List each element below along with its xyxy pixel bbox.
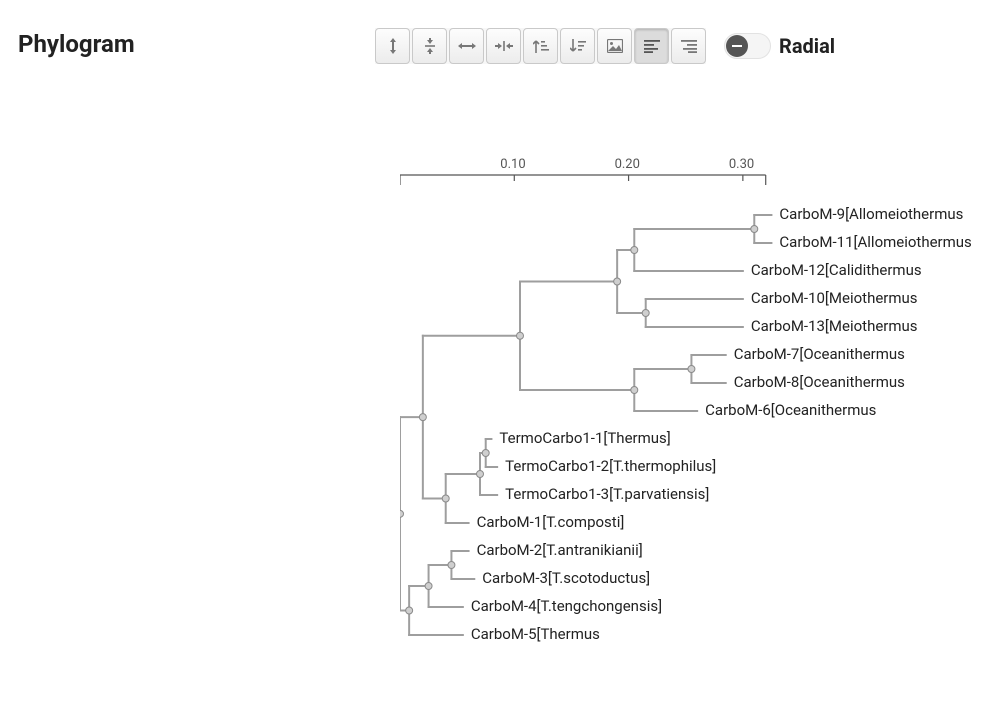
expand-horizontal-button[interactable]: [449, 28, 484, 64]
scale-tick-label: 0.30: [729, 157, 754, 172]
compress-vertical-button[interactable]: [412, 28, 447, 64]
leaf-label: TermoCarbo1-3[T.parvatiensis]: [505, 485, 709, 503]
leaf-label: CarboM-4[T.tengchongensis]: [471, 597, 662, 615]
radial-label: Radial: [779, 34, 835, 58]
compress-vertical-icon: [423, 38, 437, 54]
minus-icon: [726, 35, 748, 57]
leaf-label: CarboM-7[Oceanithermus: [734, 345, 905, 363]
leaf-label: CarboM-9[Allomeiothermus: [779, 205, 963, 223]
align-left-button[interactable]: [634, 28, 669, 64]
leaf-label: CarboM-8[Oceanithermus: [734, 373, 905, 391]
align-left-icon: [644, 39, 660, 53]
compress-horizontal-icon: [495, 40, 513, 52]
toolbar-wrap: Radial: [375, 28, 835, 64]
leaf-label: TermoCarbo1-1[Thermus]: [499, 429, 670, 447]
page-title: Phylogram: [18, 30, 135, 58]
leaf-label: CarboM-13[Meiothermus: [751, 317, 918, 335]
sort-ascending-icon: [533, 39, 549, 53]
leaf-label: CarboM-6[Oceanithermus: [705, 401, 876, 419]
sort-descending-button[interactable]: [560, 28, 595, 64]
page: Phylogram Radial 0.10 0.20 0.30 CarboM-9[Al…: [0, 0, 1000, 716]
leaf-label: CarboM-11[Allomeiothermus: [779, 233, 971, 251]
compress-horizontal-button[interactable]: [486, 28, 521, 64]
scale-tick-label: 0.10: [500, 157, 525, 172]
leaf-label: CarboM-3[T.scotoductus]: [482, 569, 650, 587]
leaf-label: CarboM-1[T.composti]: [477, 513, 625, 531]
leaf-label: CarboM-10[Meiothermus: [751, 289, 918, 307]
align-right-button[interactable]: [671, 28, 706, 64]
scale-tick-label: 0.20: [615, 157, 640, 172]
expand-vertical-icon: [386, 38, 400, 54]
leaf-label: CarboM-12[Calidithermus: [751, 261, 922, 279]
expand-vertical-button[interactable]: [375, 28, 410, 64]
sort-ascending-button[interactable]: [523, 28, 558, 64]
toolbar: [375, 28, 706, 64]
image-button[interactable]: [597, 28, 632, 64]
radial-toggle-holder: Radial: [724, 33, 835, 59]
sort-descending-icon: [570, 39, 586, 53]
expand-horizontal-icon: [458, 40, 476, 52]
leaf-label: CarboM-5[Thermus: [471, 625, 600, 643]
leaf-label: CarboM-2[T.antranikianii]: [477, 541, 643, 559]
leaf-label: TermoCarbo1-2[T.thermophilus]: [505, 457, 716, 475]
align-right-icon: [681, 39, 697, 53]
phylogram-tree: 0.10 0.20 0.30 CarboM-9[Allomeiothermus Carb…: [400, 150, 1000, 700]
radial-toggle[interactable]: [724, 33, 771, 59]
image-icon: [607, 39, 623, 53]
